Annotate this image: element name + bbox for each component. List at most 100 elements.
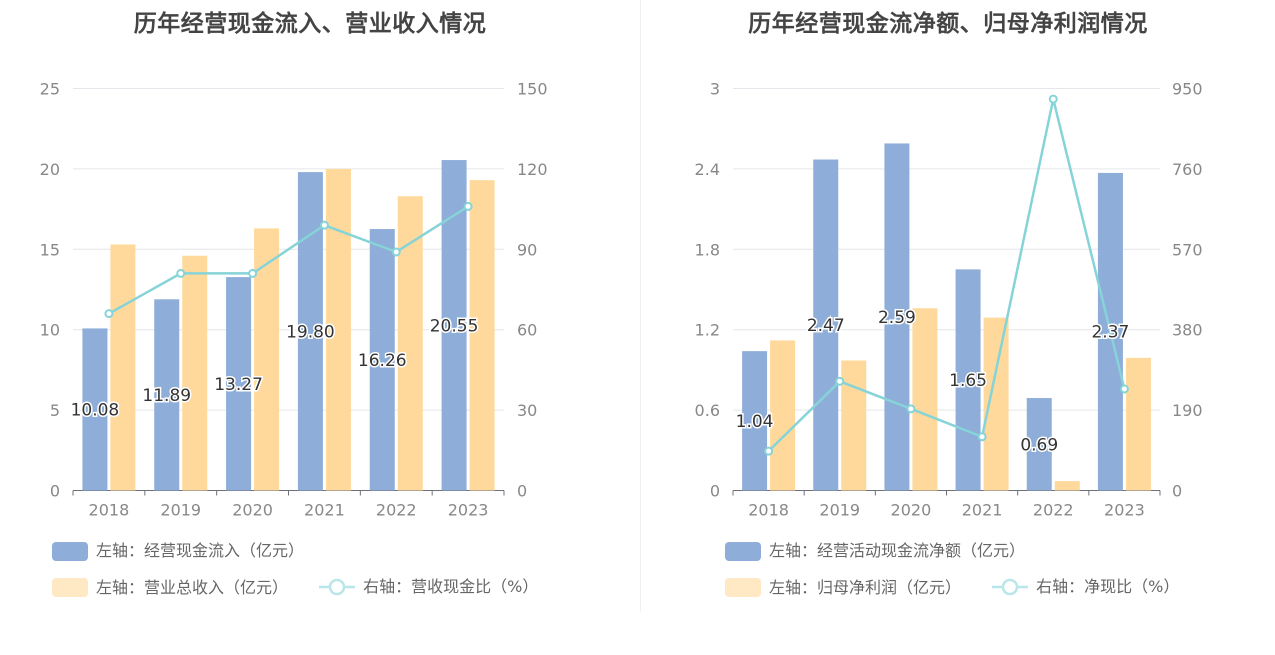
y-tick-label-left: 3	[710, 80, 720, 99]
legend-label: 左轴：经营现金流入（亿元）	[96, 541, 305, 560]
legend-swatch-orange	[52, 578, 88, 597]
legend-label: 左轴：营业总收入（亿元）	[96, 577, 289, 597]
bar-secondary	[1125, 357, 1151, 491]
legend-label: 右轴：营收现金比（%）	[363, 577, 539, 596]
y-tick-label-right: 380	[1172, 321, 1203, 340]
x-tick-label: 2018	[89, 501, 130, 520]
legend-swatch-blue	[725, 541, 761, 561]
y-tick-label-left: 10	[40, 321, 60, 340]
line-point	[463, 201, 473, 211]
y-tick-label-right: 120	[517, 160, 548, 179]
legend: 左轴：营业总收入（亿元） 右轴：营收现金比（%）	[52, 575, 564, 599]
y-tick-label-right: 150	[517, 80, 548, 99]
legend-swatch-blue	[52, 541, 88, 561]
data-label: 2.37	[1091, 323, 1129, 343]
chart-title: 历年经营现金流净额、归母净利润情况	[748, 11, 1148, 37]
data-label: 13.27	[214, 375, 263, 395]
legend-item-line[interactable]: 右轴：净现比（%）	[992, 575, 1179, 599]
x-tick-label: 2022	[1033, 501, 1074, 520]
line-point	[764, 446, 774, 456]
y-tick-label-left: 1.2	[695, 321, 720, 340]
data-label: 2.47	[807, 316, 845, 336]
x-tick-label: 2020	[232, 501, 273, 520]
bar-secondary	[254, 228, 280, 491]
bar-primary	[955, 269, 981, 491]
line-point	[906, 404, 916, 414]
data-label: 2.59	[878, 308, 916, 328]
x-tick-label: 2019	[160, 501, 201, 520]
legend: 左轴：经营活动现金流净额（亿元）	[725, 539, 1051, 563]
y-tick-label-right: 0	[517, 482, 527, 501]
x-tick-label: 2021	[304, 501, 345, 520]
bar-primary	[154, 299, 180, 491]
bar-secondary	[841, 360, 867, 491]
line-series	[767, 98, 1126, 453]
y-tick-label-right: 0	[1172, 482, 1182, 501]
legend-item-bar-secondary[interactable]: 左轴：归母净利润（亿元）	[725, 576, 961, 600]
legend-label: 左轴：经营活动现金流净额（亿元）	[769, 541, 1026, 560]
line-point	[835, 376, 845, 386]
legend-item-bar-primary[interactable]: 左轴：经营现金流入（亿元）	[52, 539, 304, 563]
legend-line-circle-icon	[992, 578, 1029, 596]
x-tick-label: 2022	[376, 501, 417, 520]
y-tick-label-left: 0.6	[695, 401, 720, 420]
bar-primary	[813, 159, 839, 491]
chart-plot-area: 0 0 5 30 10 60 15 90 20 120 25 150 2018 2019 2020 2021 2…	[40, 80, 548, 520]
y-tick-label-right: 60	[517, 321, 537, 340]
y-tick-label-left: 20	[40, 160, 60, 179]
bar-primary	[1026, 398, 1052, 491]
y-tick-label-left: 1.8	[695, 240, 720, 259]
bar-secondary	[983, 317, 1009, 491]
line-point	[176, 268, 186, 278]
y-tick-label-right: 760	[1172, 160, 1203, 179]
y-tick-label-right: 30	[517, 401, 537, 420]
chart-plot-area: 0 0 0.6 190 1.2 380 1.8 570 2.4 760 3 950 2018 2019 20…	[695, 80, 1203, 520]
line-series	[108, 205, 469, 315]
legend-label: 左轴：归母净利润（亿元）	[769, 577, 962, 597]
line-point	[1048, 94, 1058, 104]
bar-secondary	[325, 168, 351, 491]
bar-primary	[742, 351, 768, 491]
bar-primary	[369, 229, 395, 491]
legend-label: 右轴：净现比（%）	[1036, 577, 1180, 596]
data-label: 1.65	[949, 371, 987, 391]
data-label: 0.69	[1020, 435, 1058, 455]
y-tick-label-left: 25	[40, 80, 60, 99]
x-tick-label: 2018	[748, 501, 789, 520]
data-label: 19.80	[286, 322, 335, 342]
y-tick-label-left: 0	[710, 482, 720, 501]
bar-secondary	[110, 244, 136, 491]
legend-item-bar-primary[interactable]: 左轴：经营活动现金流净额（亿元）	[725, 539, 1025, 563]
legend-item-line[interactable]: 右轴：营收现金比（%）	[319, 575, 538, 599]
x-tick-label: 2023	[1104, 501, 1145, 520]
line-point	[977, 432, 987, 442]
line-point	[319, 220, 329, 230]
panel-divider	[640, 0, 641, 612]
line-point	[391, 247, 401, 257]
legend-item-bar-secondary[interactable]: 左轴：营业总收入（亿元）	[52, 576, 288, 600]
y-tick-label-left: 2.4	[695, 160, 720, 179]
bar-secondary	[770, 340, 796, 491]
y-tick-label-right: 90	[517, 240, 537, 259]
bar-primary	[82, 328, 108, 491]
y-tick-label-right: 570	[1172, 240, 1203, 259]
line-point	[248, 268, 258, 278]
bar-primary	[297, 172, 323, 491]
data-label: 16.26	[358, 351, 407, 371]
y-tick-label-right: 190	[1172, 401, 1203, 420]
y-tick-label-left: 5	[50, 401, 60, 420]
y-tick-label-left: 15	[40, 240, 60, 259]
x-tick-label: 2023	[448, 501, 489, 520]
x-tick-label: 2019	[819, 501, 860, 520]
x-tick-label: 2020	[891, 501, 932, 520]
legend-swatch-orange	[725, 578, 761, 597]
data-label: 11.89	[142, 386, 191, 406]
line-point	[104, 309, 114, 319]
legend-line-circle-icon	[319, 578, 356, 596]
bar-primary	[226, 277, 252, 491]
line-point	[1119, 384, 1129, 394]
legend: 左轴：经营现金流入（亿元）	[52, 539, 330, 563]
bar-secondary	[182, 255, 208, 491]
x-tick-label: 2021	[962, 501, 1003, 520]
bar-secondary	[912, 308, 938, 491]
